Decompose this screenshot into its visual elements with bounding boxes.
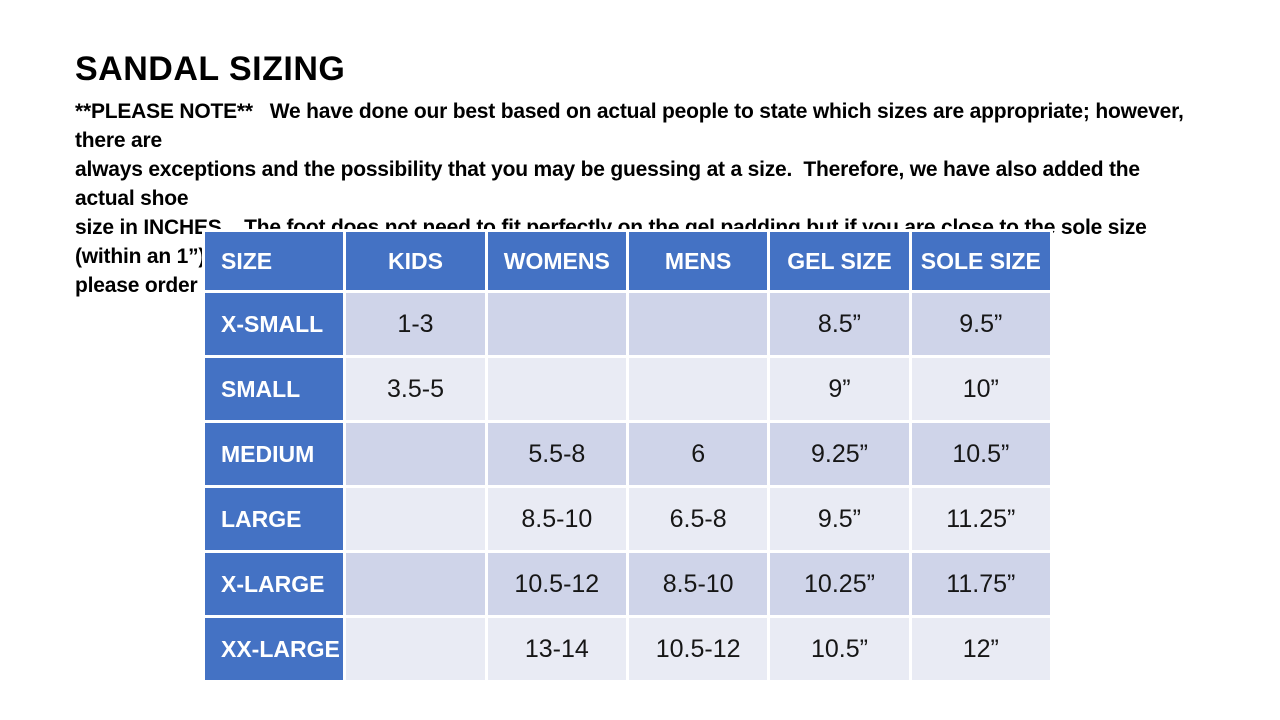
table-cell: 9” (767, 355, 912, 423)
table-cell (343, 615, 488, 683)
table-cell: 5.5-8 (484, 420, 629, 488)
table-cell: 1-3 (343, 290, 488, 358)
sizing-table-container: SIZE KIDS WOMENS MENS GEL SIZE SOLE SIZE X-SM… (201, 229, 1054, 683)
table-cell (484, 290, 629, 358)
table-cell (625, 290, 771, 358)
sizing-table-head: SIZE KIDS WOMENS MENS GEL SIZE SOLE SIZE (201, 229, 1054, 293)
table-row: XX-LARGE 13-14 10.5-12 10.5” 12” (201, 615, 1054, 683)
table-cell (343, 550, 488, 618)
table-cell: 11.25” (908, 485, 1054, 553)
column-header-gel-size: GEL SIZE (767, 229, 912, 293)
row-header-cell: XX-LARGE (201, 615, 347, 683)
row-header-cell: X-SMALL (201, 290, 347, 358)
table-cell: 10.5-12 (625, 615, 771, 683)
note-line-2: always exceptions and the possibility th… (75, 158, 1146, 210)
page-title: SANDAL SIZING (75, 50, 346, 88)
table-cell: 9.25” (767, 420, 912, 488)
column-header-mens: MENS (625, 229, 771, 293)
table-row: LARGE 8.5-10 6.5-8 9.5” 11.25” (201, 485, 1054, 553)
table-cell: 11.75” (908, 550, 1054, 618)
row-header-cell: SMALL (201, 355, 347, 423)
table-cell: 12” (908, 615, 1054, 683)
row-header-cell: MEDIUM (201, 420, 347, 488)
column-header-sole-size: SOLE SIZE (908, 229, 1054, 293)
table-row: X-SMALL 1-3 8.5” 9.5” (201, 290, 1054, 358)
table-cell (625, 355, 771, 423)
column-header-size: SIZE (201, 229, 347, 293)
table-cell: 10.25” (767, 550, 912, 618)
row-header-cell: X-LARGE (201, 550, 347, 618)
column-header-kids: KIDS (343, 229, 488, 293)
table-header-row: SIZE KIDS WOMENS MENS GEL SIZE SOLE SIZE (201, 229, 1054, 293)
note-line-1: **PLEASE NOTE** We have done our best ba… (75, 100, 1190, 152)
table-cell: 8.5” (767, 290, 912, 358)
table-cell: 10.5” (767, 615, 912, 683)
sizing-table: SIZE KIDS WOMENS MENS GEL SIZE SOLE SIZE X-SM… (201, 229, 1054, 683)
row-header-cell: LARGE (201, 485, 347, 553)
table-cell: 8.5-10 (625, 550, 771, 618)
table-cell (343, 485, 488, 553)
column-header-womens: WOMENS (484, 229, 629, 293)
table-cell: 10.5” (908, 420, 1054, 488)
table-cell: 10” (908, 355, 1054, 423)
table-cell: 10.5-12 (484, 550, 629, 618)
table-cell: 3.5-5 (343, 355, 488, 423)
table-cell: 6 (625, 420, 771, 488)
table-cell: 13-14 (484, 615, 629, 683)
table-cell: 8.5-10 (484, 485, 629, 553)
table-cell (484, 355, 629, 423)
sizing-table-body: X-SMALL 1-3 8.5” 9.5” SMALL 3.5-5 9” 10” MEDIUM 5… (201, 290, 1054, 683)
table-cell: 9.5” (767, 485, 912, 553)
table-cell: 6.5-8 (625, 485, 771, 553)
table-cell (343, 420, 488, 488)
table-row: SMALL 3.5-5 9” 10” (201, 355, 1054, 423)
table-cell: 9.5” (908, 290, 1054, 358)
table-row: MEDIUM 5.5-8 6 9.25” 10.5” (201, 420, 1054, 488)
table-row: X-LARGE 10.5-12 8.5-10 10.25” 11.75” (201, 550, 1054, 618)
